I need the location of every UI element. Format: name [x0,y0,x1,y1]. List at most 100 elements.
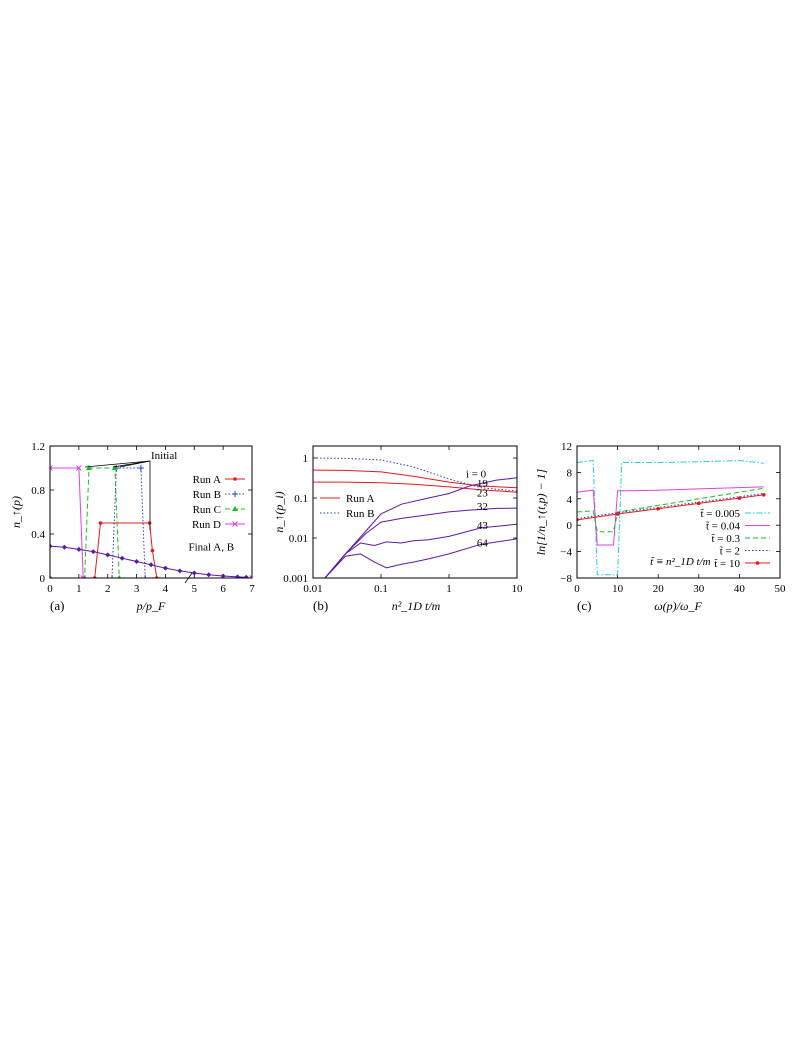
curve-line [313,481,517,493]
data-point [148,562,154,568]
x-tick-label: 20 [653,583,665,595]
panel-label: (a) [50,598,64,613]
annotation-arrow [119,460,151,468]
data-point [111,465,118,470]
x-tick-label: 2 [105,583,111,595]
y-tick-label: 8 [567,467,573,479]
annotation: Final A, B [189,542,235,554]
data-point [243,574,249,578]
curve-label: 32 [477,501,488,513]
x-tick-label: 30 [693,583,705,595]
legend-label: Run B [193,489,221,501]
y-tick-label: 0.4 [31,529,45,541]
y-tick-label: 0.8 [31,485,45,497]
series-line [577,494,764,521]
x-tick-label: 0.1 [374,583,388,595]
x-tick-label: 10 [512,583,524,595]
x-axis-label: p/p_F [136,599,166,613]
data-point [206,572,212,578]
data-point [90,549,96,555]
legend-marker [233,477,237,481]
y-tick-label: 0.1 [294,493,308,505]
plot-area [313,457,517,578]
curve-label: 23 [477,487,489,499]
legend-label: t̃ = 0.005 [700,508,740,520]
legend-label: t̃ = 0.3 [711,533,740,545]
y-axis-label: n_↑(p_i) [272,491,286,532]
annotation: Initial [151,450,177,462]
plot-area [577,459,766,576]
x-tick-label: 0 [47,583,53,595]
data-point [137,465,144,471]
legend-label: Run B [346,508,374,520]
x-tick-label: 10 [612,583,624,595]
data-point [615,512,620,516]
data-point [150,548,155,553]
data-point [98,521,103,525]
curve-line [313,469,517,489]
x-tick-label: 40 [734,583,746,595]
legend-label: Run D [192,519,221,531]
data-point [85,465,92,470]
series-line [577,459,764,576]
y-tick-label: 1 [303,453,309,465]
panel-label: (c) [577,598,591,613]
y-tick-label: −8 [560,573,572,585]
data-point [61,544,67,550]
plot-area [50,465,252,578]
data-point [50,543,53,549]
legend-marker [232,521,238,527]
data-point [76,546,82,552]
data-point [142,575,149,578]
data-point [147,521,152,525]
curve-label: 64 [477,537,489,549]
data-point [162,565,168,571]
note: t̃ ≡ n²_1D t/m [650,556,711,568]
y-tick-label: 4 [567,494,573,506]
series-line [50,467,252,578]
legend-marker [232,506,238,511]
curve-line [324,477,517,578]
y-axis-label: ln[1/n_↑(t,p) − 1] [534,468,548,555]
data-point [50,465,53,471]
data-point [697,501,701,506]
series-line [577,486,764,546]
series-line [577,487,764,533]
y-tick-label: 0.01 [289,533,308,545]
y-tick-label: 0 [40,573,46,585]
y-tick-label: −4 [560,547,572,559]
data-point [737,496,742,500]
data-point [105,552,111,558]
curve-line [313,457,517,492]
x-tick-label: 1 [446,583,452,595]
x-tick-label: 5 [192,583,198,595]
x-tick-label: 0 [574,583,580,595]
data-point [249,575,252,578]
legend-marker [232,491,238,497]
annotation-arrow [184,572,193,584]
data-point [220,573,226,578]
curve-label: i = 0 [466,468,487,480]
x-axis-label: ω(p)/ω_F [654,599,702,613]
x-tick-label: 1 [76,583,82,595]
y-axis-label: n_↑(p) [9,496,23,528]
data-point [117,575,122,578]
data-point [80,575,87,578]
y-tick-label: 0.001 [283,573,308,585]
data-point [109,575,116,578]
series-line [577,493,764,520]
data-point [177,568,183,574]
legend-label: t̃ = 10 [714,558,741,570]
panel-label: (b) [313,598,328,613]
legend-marker [755,561,760,565]
x-tick-label: 3 [134,583,140,595]
data-point [235,574,241,578]
curve-line [324,507,517,578]
curve-label: 19 [477,478,489,490]
x-tick-label: 50 [775,583,787,595]
data-point [656,506,660,511]
legend-label: Run C [193,504,221,516]
